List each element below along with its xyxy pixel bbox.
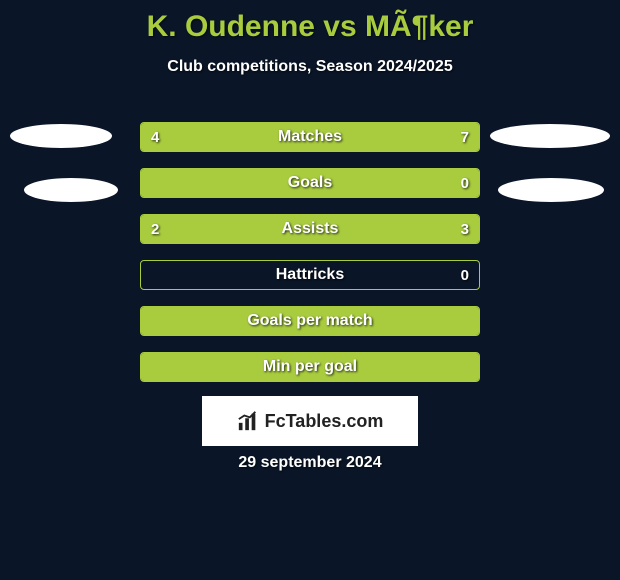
stat-bars-container: Matches47Goals0Assists23Hattricks0Goals … <box>140 122 480 398</box>
stat-bar: Hattricks0 <box>140 260 480 290</box>
bar-value-right: 0 <box>451 261 479 289</box>
avatar-left-top <box>10 124 112 148</box>
stat-bar: Matches4 7 <box>140 122 480 152</box>
bar-value-right: 0 <box>451 169 479 197</box>
avatar-right-bottom <box>498 178 604 202</box>
avatar-left-bottom <box>24 178 118 202</box>
bar-label: Hattricks <box>141 261 479 289</box>
bar-value-right: 7 <box>451 123 479 151</box>
bar-label: Goals <box>141 169 479 197</box>
subtitle: Club competitions, Season 2024/2025 <box>0 58 620 76</box>
stat-bar: Assists2 3 <box>140 214 480 244</box>
page-title: K. Oudenne vs MÃ¶ker <box>0 0 620 44</box>
brand-badge[interactable]: FcTables.com <box>202 396 418 446</box>
bar-label: Assists <box>141 215 479 243</box>
bar-value-right: 3 <box>451 215 479 243</box>
stat-bar: Goals0 <box>140 168 480 198</box>
bar-label: Min per goal <box>141 353 479 381</box>
bar-value-left: 2 <box>141 215 169 243</box>
bar-value-left: 4 <box>141 123 169 151</box>
date-label: 29 september 2024 <box>0 454 620 472</box>
bar-label: Goals per match <box>141 307 479 335</box>
stat-bar: Min per goal <box>140 352 480 382</box>
stat-bar: Goals per match <box>140 306 480 336</box>
brand-text: FcTables.com <box>265 411 384 432</box>
brand-chart-icon <box>237 410 259 432</box>
avatar-right-top <box>490 124 610 148</box>
bar-label: Matches <box>141 123 479 151</box>
